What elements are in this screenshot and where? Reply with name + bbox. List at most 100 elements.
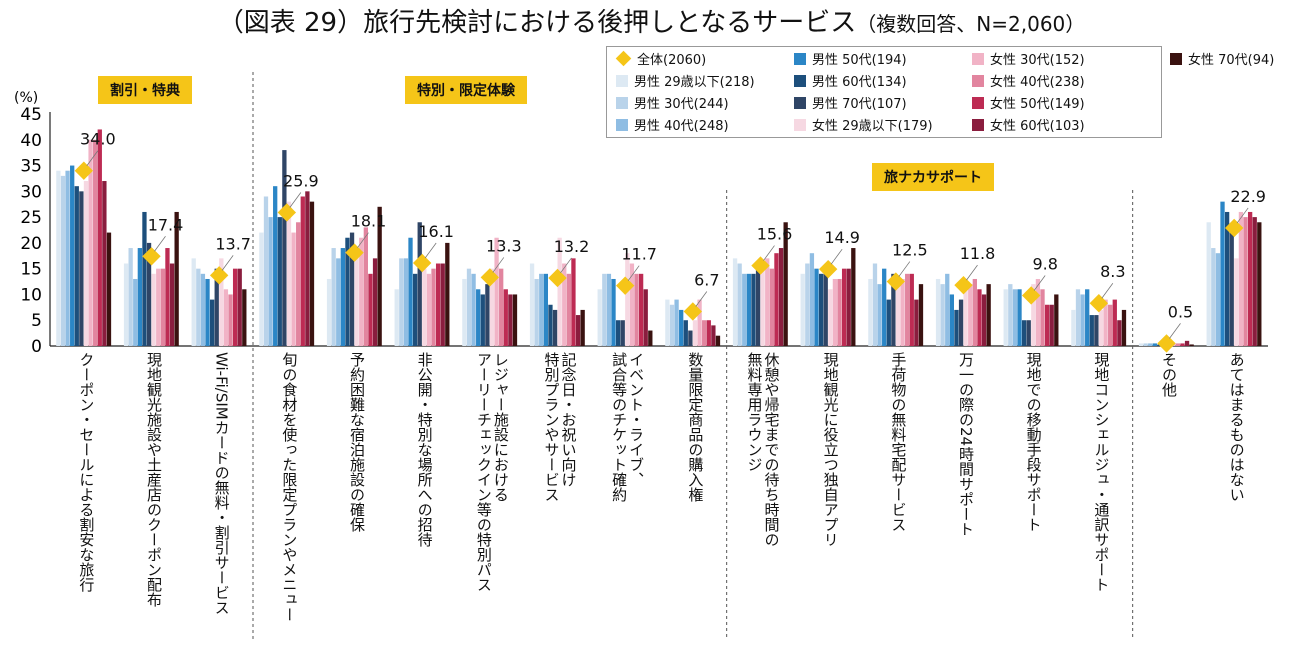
bar (665, 299, 670, 346)
x-category-label: 旬の食材を使った限定プランやメニュー (280, 352, 299, 622)
bar (1089, 315, 1094, 346)
total-marker (345, 243, 364, 262)
total-value-label: 9.8 (1032, 254, 1057, 273)
bar (83, 181, 89, 346)
bar (377, 206, 382, 346)
bar (1206, 222, 1211, 346)
bar (1008, 284, 1013, 346)
bar (539, 273, 544, 346)
total-leader-line (357, 232, 369, 248)
total-marker (954, 275, 973, 295)
total-marker (818, 259, 838, 279)
bar (697, 299, 702, 346)
bar (692, 320, 698, 346)
legend-item: 男性 70代(107) (794, 93, 907, 112)
legend-label: 男性 29歳以下(218) (634, 75, 755, 90)
x-category-label: 休憩や帰宅までの待ち時間の 無料専用ラウンジ (745, 352, 781, 547)
bar (435, 263, 441, 346)
total-leader-line (424, 242, 437, 259)
bar (828, 289, 833, 346)
y-tick-label: 15 (20, 260, 42, 280)
bar (1108, 304, 1113, 346)
x-category-label: イベント・ライブ、 試合等のチケット確約 (610, 352, 646, 502)
bar (1117, 320, 1122, 346)
bar (543, 273, 548, 346)
bar (1220, 201, 1225, 346)
total-value-label: 8.3 (1100, 262, 1125, 281)
bar (972, 278, 977, 346)
y-tick-label: 20 (20, 234, 42, 254)
legend-label: 女性 70代(94) (1188, 53, 1275, 68)
bar (548, 304, 553, 346)
bar (837, 278, 842, 346)
y-axis-unit-label: (%) (14, 90, 38, 106)
x-category-label: 予約困難な宿泊施設の確保 (348, 352, 366, 532)
total-marker (209, 266, 229, 285)
bar (895, 284, 901, 346)
bar (755, 268, 761, 346)
bar (65, 170, 70, 346)
total-value-label: 15.6 (757, 225, 793, 244)
total-value-label: 12.5 (892, 241, 928, 260)
legend-item: 男性 40代(248) (616, 115, 729, 134)
bar (1012, 289, 1018, 346)
bar (809, 253, 815, 346)
legend-swatch (616, 74, 628, 87)
total-value-label: 25.9 (283, 171, 319, 190)
bar (1247, 211, 1253, 346)
total-marker (751, 256, 770, 275)
bar (133, 278, 138, 346)
legend-swatch (616, 118, 628, 131)
bar (751, 273, 756, 346)
legend-item: 女性 29歳以下(179) (794, 115, 933, 134)
total-leader-line (763, 245, 775, 261)
y-tick-label: 30 (20, 182, 42, 202)
bar (841, 268, 847, 346)
total-leader-line (154, 236, 166, 252)
bar (368, 273, 373, 346)
bar (1021, 320, 1027, 346)
y-tick-label: 40 (20, 131, 42, 151)
bar (638, 273, 644, 346)
legend-swatch (794, 52, 806, 65)
bar (688, 330, 693, 346)
bar (1175, 343, 1180, 346)
bar (1071, 309, 1076, 346)
bar (106, 232, 112, 346)
total-marker (1089, 294, 1109, 313)
legend-swatch (972, 74, 984, 87)
y-tick-label: 45 (20, 105, 42, 125)
total-leader-line (1169, 323, 1181, 339)
legend-label: 男性 50代(194) (812, 53, 907, 68)
total-leader-line (492, 257, 505, 273)
chart-title-sub: （複数回答、N=2,060） (856, 12, 1086, 36)
bar (466, 268, 472, 346)
y-tick-label: 35 (20, 157, 42, 177)
bar (774, 253, 779, 346)
bar (476, 289, 481, 346)
bar (363, 227, 368, 346)
total-leader-line (560, 257, 572, 274)
bar (800, 273, 805, 346)
legend-item: 女性 30代(152) (972, 49, 1085, 68)
bar (422, 268, 427, 346)
section-label-discount: 割引・特典 (98, 76, 192, 104)
bar (394, 289, 399, 346)
chart-title-main: （図表 29）旅行先検討における後押しとなるサービス (217, 8, 857, 38)
bar (156, 268, 161, 346)
bar (900, 278, 905, 346)
bar (56, 170, 61, 346)
bar (669, 304, 675, 346)
bar (1238, 211, 1244, 346)
section-label-support: 旅ナカサポート (872, 163, 994, 191)
bar (909, 273, 914, 346)
bar (963, 284, 968, 346)
bar (102, 181, 107, 346)
x-category-label: 万一の際の24時間サポート (957, 352, 975, 537)
x-category-label: 手荷物の無料宅配サービス (889, 352, 908, 532)
bar (340, 248, 345, 346)
bar (683, 320, 688, 346)
total-marker (886, 272, 906, 291)
bar (291, 232, 296, 346)
bar (165, 248, 170, 346)
